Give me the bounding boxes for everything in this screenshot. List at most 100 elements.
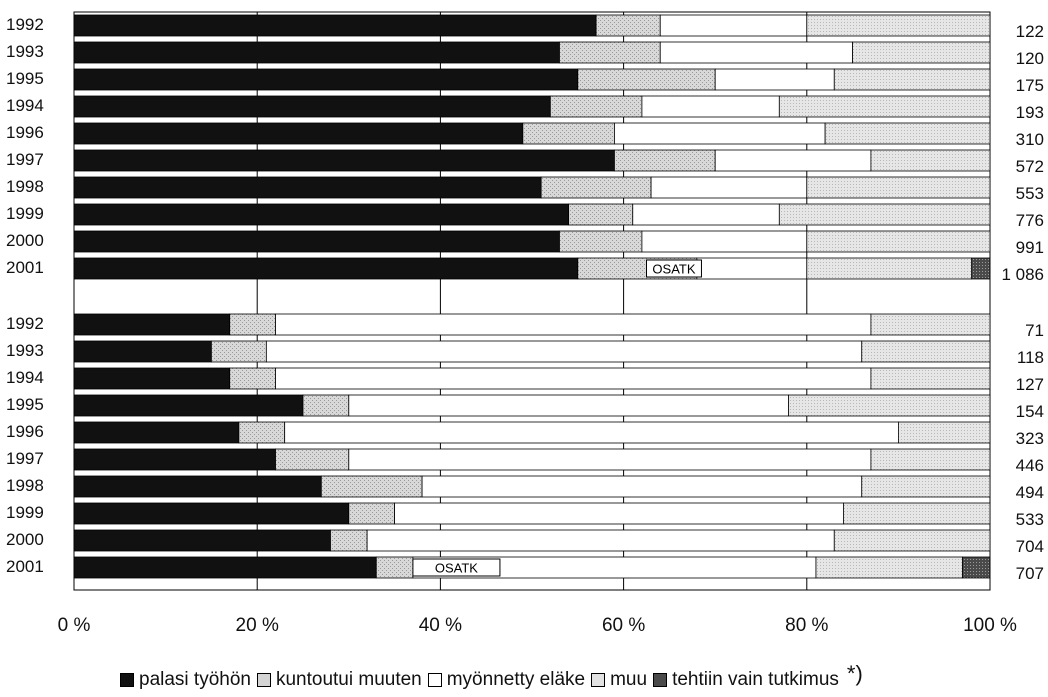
year-label: 1996 (6, 123, 44, 142)
segment-muu (870, 149, 991, 172)
segment-kuntoutui-muuten (375, 556, 414, 579)
segment-myonnetty-elake (275, 367, 872, 390)
segment-muu (815, 556, 963, 579)
segment-muu (778, 95, 991, 118)
count-label: 776 (1016, 211, 1044, 230)
chart-legend: palasi työhön kuntoutui muuten myönnetty e… (120, 661, 863, 694)
year-label: 1992 (6, 15, 44, 34)
bar-row (73, 421, 991, 444)
count-label: 310 (1016, 130, 1044, 149)
legend-swatch (120, 673, 134, 687)
year-label: 2001 (6, 258, 44, 277)
count-label: 127 (1016, 375, 1044, 394)
segment-kuntoutui-muuten (549, 95, 643, 118)
segment-muu (806, 230, 991, 253)
segment-muu (898, 421, 991, 444)
osatk-label: OSATK (435, 561, 478, 576)
legend-muu: muu (591, 669, 647, 691)
segment-muu (806, 176, 991, 199)
segment-kuntoutui-muuten (330, 529, 368, 552)
segment-kuntoutui-muuten (614, 149, 716, 172)
x-tick-label: 100 % (963, 615, 1017, 636)
legend-kuntoutui-muuten: kuntoutui muuten (256, 669, 422, 691)
segment-muu (870, 367, 991, 390)
segment-palasi-tyohon (73, 95, 551, 118)
year-label: 1994 (6, 96, 44, 115)
year-label: 1993 (6, 341, 44, 360)
year-label: 1994 (6, 368, 44, 387)
segment-myonnetty-elake (659, 14, 808, 37)
legend-label: myönnetty eläke (446, 669, 586, 690)
segment-palasi-tyohon (73, 257, 579, 280)
year-label: 1999 (6, 503, 44, 522)
segment-kuntoutui-muuten (559, 41, 661, 64)
stacked-bar-chart: OSATK OSATK 0 % 20 % 40 % 60 % 80 % 100 % 1992 1… (6, 11, 1044, 636)
segment-muu (870, 313, 991, 336)
legend-palasi-tyohon: palasi työhön (120, 669, 251, 691)
segment-kuntoutui-muuten (568, 203, 634, 226)
year-label: 1997 (6, 150, 44, 169)
x-tick-label: 80 % (785, 615, 828, 636)
segment-palasi-tyohon (73, 529, 331, 552)
bar-row (73, 230, 991, 253)
bar-row: OSATK (73, 556, 991, 579)
segment-kuntoutui-muuten (348, 502, 395, 525)
year-label: 2000 (6, 231, 44, 250)
segment-muu (870, 448, 991, 471)
bar-row (73, 394, 991, 417)
segment-palasi-tyohon (73, 14, 597, 37)
segment-kuntoutui-muuten (595, 14, 661, 37)
year-label: 1998 (6, 177, 44, 196)
segment-myonnetty-elake (632, 203, 780, 226)
count-label: 71 (1025, 321, 1044, 340)
osatk-box (646, 259, 702, 278)
legend-swatch (653, 673, 668, 687)
x-tick-label: 20 % (236, 615, 279, 636)
count-label: 120 (1016, 49, 1044, 68)
legend-label: tehtiin vain tutkimus (672, 669, 839, 690)
segment-muu (861, 475, 991, 498)
legend-swatch (591, 673, 606, 687)
bar-row (73, 95, 991, 118)
segment-kuntoutui-muuten (275, 448, 350, 471)
bar-row (73, 149, 991, 172)
legend-tehtiin-vain-tutkimus: tehtiin vain tutkimus (653, 669, 839, 691)
segment-kuntoutui-muuten (559, 230, 643, 253)
segment-kuntoutui-muuten (320, 475, 423, 498)
bar-row (73, 203, 991, 226)
segment-kuntoutui-muuten (238, 421, 286, 444)
segment-myonnetty-elake (641, 230, 808, 253)
segment-palasi-tyohon (73, 340, 212, 363)
bar-row (73, 313, 991, 336)
osatk-box (412, 558, 501, 577)
legend-footnote-marker: *) (846, 661, 863, 686)
segment-palasi-tyohon (73, 122, 524, 145)
bar-row (73, 176, 991, 199)
legend-label: muu (610, 669, 648, 690)
segment-myonnetty-elake (275, 313, 872, 336)
year-label: 1997 (6, 449, 44, 468)
segment-palasi-tyohon (73, 556, 377, 579)
year-label: 2000 (6, 530, 44, 549)
legend-myonnetty-elake: myönnetty eläke (427, 669, 586, 691)
bar-row (73, 122, 991, 145)
count-label: 1 086 (1001, 265, 1044, 284)
count-label: 175 (1016, 76, 1044, 95)
segment-palasi-tyohon (73, 203, 570, 226)
segment-muu (806, 14, 991, 37)
year-label: 1995 (6, 395, 44, 414)
segment-kuntoutui-muuten (522, 122, 615, 145)
segment-kuntoutui-muuten (540, 176, 652, 199)
year-label: 1995 (6, 69, 44, 88)
count-label: 118 (1017, 348, 1044, 367)
segment-myonnetty-elake (714, 68, 835, 91)
segment-myonnetty-elake (714, 149, 872, 172)
segment-muu (843, 502, 991, 525)
segment-muu (788, 394, 991, 417)
bar-row (73, 41, 991, 64)
segment-myonnetty-elake (366, 529, 835, 552)
segment-muu (824, 122, 991, 145)
segment-myonnetty-elake (696, 257, 808, 280)
count-label: 193 (1016, 103, 1044, 122)
count-label: 707 (1016, 564, 1044, 583)
